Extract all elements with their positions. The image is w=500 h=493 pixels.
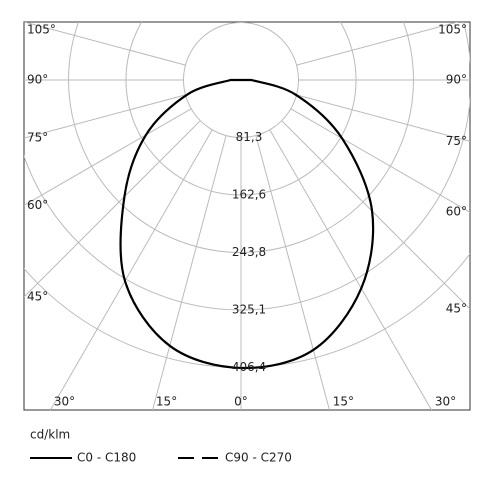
grid-radial (255, 135, 330, 410)
grid (24, 22, 470, 410)
curves (119, 78, 375, 370)
angle-label: 90° (446, 73, 467, 87)
grid-radial (296, 22, 458, 66)
grid-radial (24, 108, 192, 206)
labels: 0° 15° 15° 30° 30° 45° 45° 60° 60° 75° 75° 90° 90° 10… (27, 23, 467, 409)
grid-radial (290, 108, 470, 213)
angle-label: 105° (27, 23, 56, 37)
angle-label: 75° (446, 134, 467, 148)
angle-label: 30° (435, 395, 456, 409)
angle-label: 15° (156, 395, 177, 409)
grid-radial (24, 94, 186, 139)
grid-radial (269, 129, 432, 410)
grid-radial (24, 120, 201, 298)
angle-label: 30° (54, 395, 75, 409)
grid-radial (152, 135, 227, 410)
grid-radial (24, 22, 186, 66)
angle-label: 15° (333, 395, 354, 409)
angle-label: 90° (27, 73, 48, 87)
angle-label: 60° (27, 198, 48, 212)
angle-label: 0° (234, 395, 248, 409)
radius-label: 406,4 (232, 360, 266, 374)
intensity-curve (119, 78, 375, 370)
plot-frame (23, 21, 471, 411)
legend: C0 - C180 C90 - C270 (30, 451, 292, 465)
legend-label: C0 - C180 (77, 451, 136, 465)
angle-label: 60° (446, 205, 467, 219)
angle-label: 45° (27, 290, 48, 304)
legend-label: C90 - C270 (225, 451, 292, 465)
angle-label: 75° (27, 131, 48, 145)
grid-radial (281, 120, 470, 310)
angle-label: 45° (446, 302, 467, 316)
radius-label: 162,6 (232, 188, 266, 202)
radius-label: 243,8 (232, 245, 266, 259)
radius-label: 81,3 (236, 130, 263, 144)
unit-label: cd/klm (30, 428, 70, 442)
grid-radial (50, 129, 213, 410)
grid-radial (296, 94, 470, 142)
radius-label: 325,1 (232, 302, 266, 316)
angle-label: 105° (438, 23, 467, 37)
